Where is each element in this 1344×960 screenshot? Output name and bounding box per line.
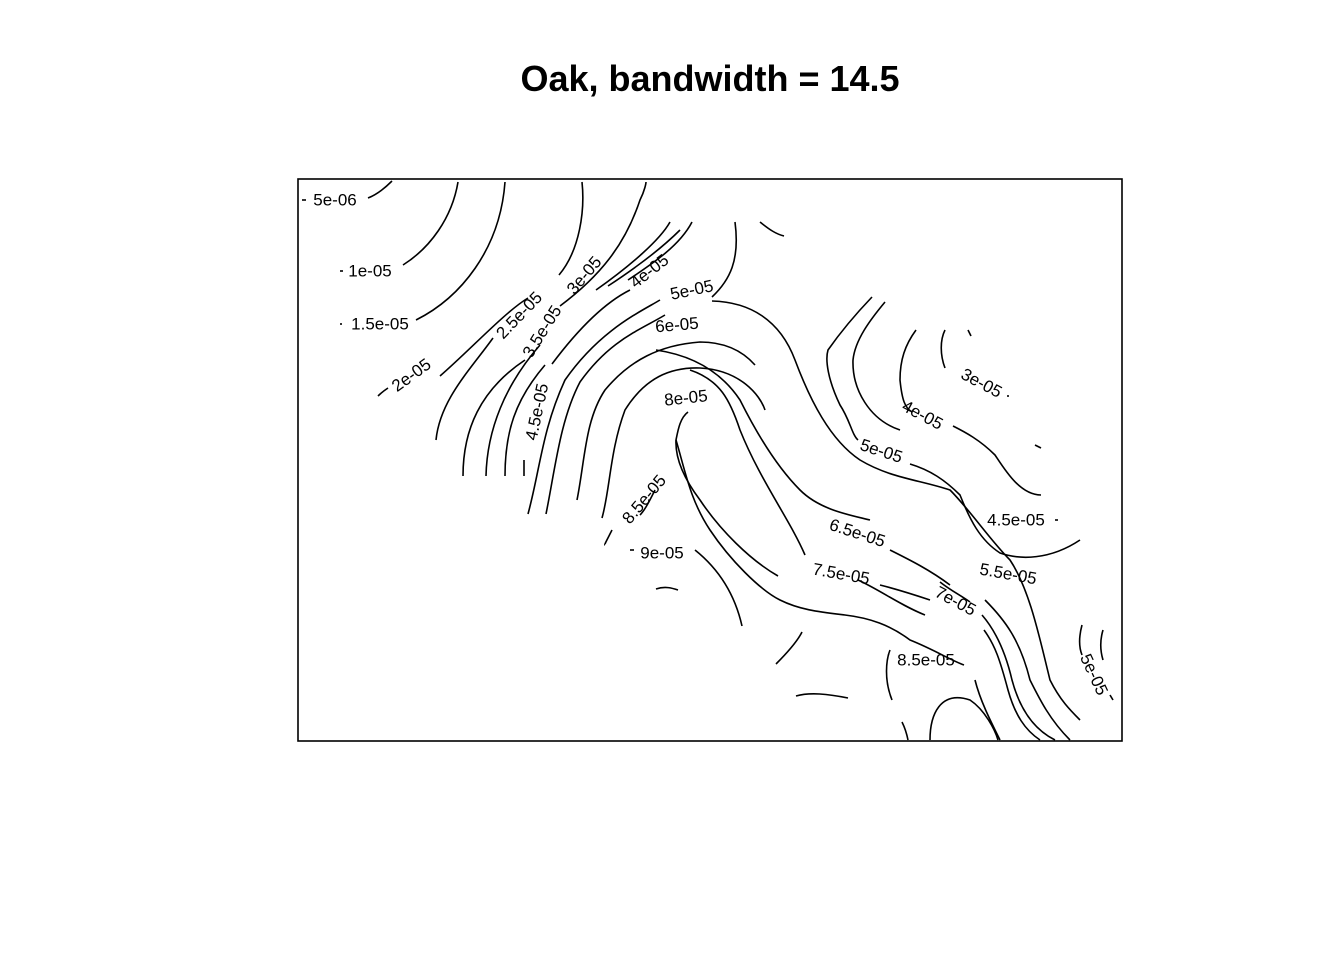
contour-line-13: [523, 289, 631, 476]
contour-line-45: [759, 221, 785, 237]
contour-line-2: [367, 180, 393, 199]
contour-label: 9e-05: [640, 543, 683, 562]
contour-line-42: [1078, 624, 1083, 656]
contour-line-7: [377, 387, 389, 397]
contour-line-44: [1109, 694, 1114, 701]
contour-line-38: [952, 425, 1042, 496]
contour-line-12: [504, 221, 693, 477]
contour-line-19: [655, 349, 1071, 741]
contour-line-28: [795, 693, 849, 699]
contour-line-14: [527, 299, 661, 515]
contour-line-23: [604, 489, 656, 546]
contour-line-31: [929, 697, 999, 741]
contour-line-10: [462, 221, 671, 477]
contour-line-33: [852, 301, 901, 431]
contour-line-32: [826, 296, 873, 441]
contour-line-34: [899, 329, 917, 413]
contour-label: 7.5e-05: [811, 560, 871, 589]
contour-line-16: [576, 341, 756, 501]
contour-line-11: [485, 229, 681, 477]
contour-line-35: [940, 329, 946, 369]
contour-labels: 5e-061e-051.5e-052e-052.5e-053e-053.5e-0…: [313, 190, 1111, 698]
contour-label: 3e-05: [958, 365, 1005, 402]
contour-label: 8.5e-05: [618, 471, 670, 527]
contour-label: 5.5e-05: [978, 560, 1038, 589]
contour-line-26: [655, 586, 679, 591]
plot-frame: [297, 178, 1123, 742]
contour-label: 4.5e-05: [987, 510, 1045, 529]
chart-title: Oak, bandwidth = 14.5: [520, 58, 900, 99]
contour-line-18: [711, 300, 1081, 721]
contour-label: 5e-05: [1076, 651, 1112, 698]
contour-label: 2e-05: [388, 355, 434, 396]
contour-line-40: [909, 463, 1081, 559]
contour-line-43: [1099, 629, 1104, 661]
contour-line-4: [402, 181, 459, 266]
contour-line-29: [885, 649, 893, 701]
contour-label: 6e-05: [654, 314, 699, 337]
contour-line-39: [1034, 444, 1042, 449]
contour-line-15: [545, 221, 738, 515]
contour-label: 1.5e-05: [351, 314, 409, 333]
contour-line-46: [939, 581, 971, 603]
contour-label: 4e-05: [899, 397, 946, 434]
contour-line-25: [694, 549, 743, 627]
contour-line-8: [439, 181, 584, 377]
contour-label: 7e-05: [932, 583, 979, 620]
contour-line-30: [901, 721, 909, 741]
contour-label: 6.5e-05: [827, 515, 888, 551]
contour-label: 1e-05: [348, 261, 391, 280]
contour-line-22: [675, 439, 1001, 741]
contour-label: 5e-05: [669, 276, 715, 304]
contour-line-9: [435, 181, 647, 441]
contour-line-36: [967, 329, 972, 337]
contour-line-27: [775, 631, 803, 665]
contour-line-6: [415, 181, 506, 321]
contour-line-20: [689, 369, 1056, 741]
contour-label: 5e-06: [313, 190, 356, 209]
contour-label: 8e-05: [663, 386, 708, 409]
contour-lines: [302, 180, 1114, 741]
contour-label: 8.5e-05: [897, 650, 955, 669]
contour-line-17: [601, 367, 766, 519]
